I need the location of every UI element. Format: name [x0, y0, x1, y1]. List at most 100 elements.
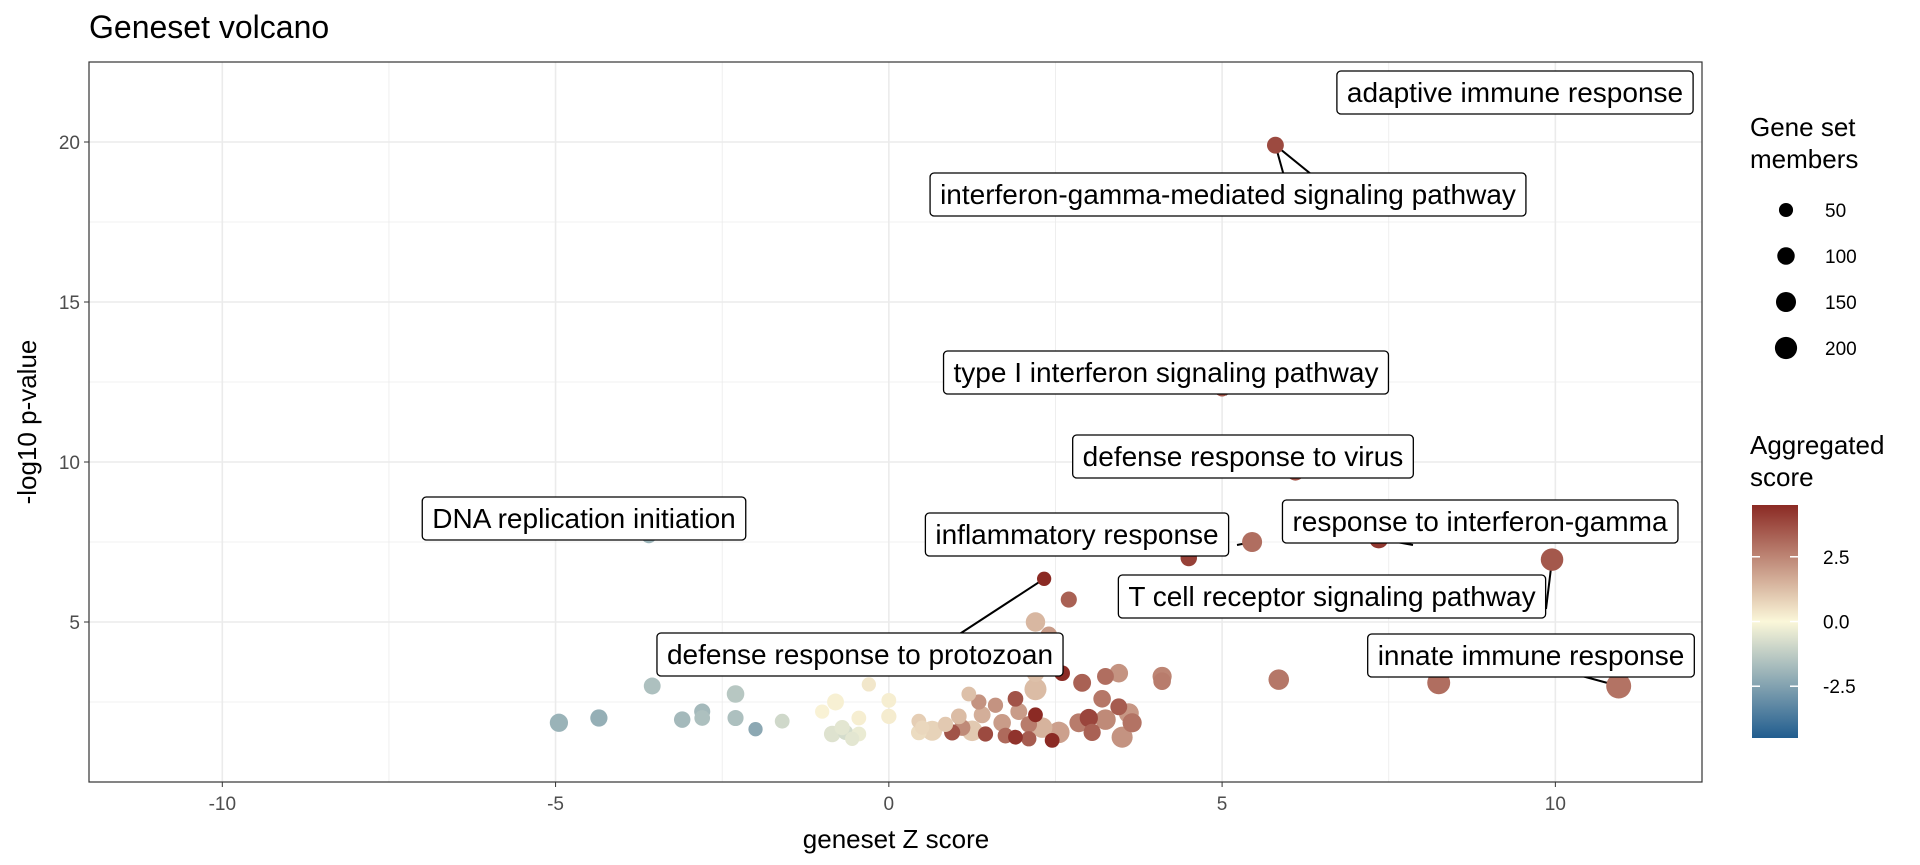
x-axis-title: geneset Z score [803, 824, 989, 854]
data-point [1031, 717, 1053, 738]
point-label-box [1281, 499, 1679, 544]
point-label-text: inflammatory response [935, 519, 1218, 550]
size-legend-title: Gene set [1750, 112, 1856, 142]
point-label-box [924, 512, 1230, 557]
data-point [673, 711, 691, 728]
point-label-box [656, 632, 1064, 677]
data-point [1153, 672, 1171, 690]
color-legend-title: Aggregated [1750, 430, 1884, 460]
x-tick-label: 10 [1545, 794, 1566, 815]
data-point [1007, 690, 1024, 707]
data-point [1122, 713, 1142, 733]
data-point [1268, 669, 1290, 690]
data-point [694, 710, 711, 726]
data-point [881, 708, 897, 725]
size-legend-label: 150 [1825, 293, 1857, 314]
panel-border [88, 61, 1703, 783]
point-label-text: adaptive immune response [1347, 77, 1683, 108]
data-point [1111, 726, 1133, 748]
chart-title: Geneset volcano [89, 9, 329, 45]
data-point [1025, 612, 1046, 632]
point-label-text: type I interferon signaling pathway [954, 357, 1379, 388]
point-label: adaptive immune response [1336, 70, 1694, 115]
point-label-box [1367, 633, 1695, 678]
data-point [1093, 690, 1111, 708]
data-point [1606, 673, 1632, 699]
point-label-text: defense response to virus [1083, 441, 1404, 472]
data-point [881, 693, 897, 708]
data-point [834, 719, 850, 736]
data-point [961, 686, 977, 702]
data-point [977, 726, 994, 742]
size-legend-title: members [1750, 144, 1858, 174]
data-point [861, 677, 876, 692]
x-tick-label: -10 [209, 794, 236, 815]
x-axis-ticks: -10 -5 0 5 10 [209, 782, 1566, 815]
point-label-box [942, 350, 1390, 395]
data-point [1073, 673, 1092, 692]
data-point [1024, 678, 1047, 701]
y-axis-ticks: 5 10 15 20 [59, 133, 89, 634]
point-label-box [421, 496, 747, 541]
size-legend-key [1778, 202, 1794, 218]
point-label-box [1117, 574, 1547, 619]
data-point [590, 709, 608, 727]
size-legend-label: 100 [1825, 247, 1857, 268]
data-point [1008, 729, 1023, 745]
data-point [1540, 548, 1564, 571]
data-point [1083, 723, 1101, 742]
point-label-text: T cell receptor signaling pathway [1128, 581, 1535, 612]
point-label-box [929, 172, 1527, 217]
data-point [1242, 531, 1263, 553]
y-tick-label: 15 [59, 293, 80, 314]
color-legend-label: 0.0 [1823, 613, 1849, 634]
data-point [549, 713, 569, 732]
point-label: interferon-gamma-mediated signaling path… [929, 172, 1527, 217]
point-label-text: innate immune response [1378, 640, 1685, 671]
data-point [937, 716, 954, 733]
color-legend-title: score [1750, 462, 1814, 492]
data-point [1036, 571, 1052, 586]
data-point [987, 697, 1004, 713]
point-label-box [1336, 70, 1694, 115]
point-label: inflammatory response [924, 512, 1230, 557]
label-connector [957, 577, 1045, 636]
data-point [1097, 667, 1114, 685]
point-labels: adaptive immune response interferon-gamma… [421, 70, 1695, 678]
data-point [1021, 731, 1037, 747]
size-legend-label: 200 [1825, 339, 1857, 360]
size-legend-key [1774, 336, 1798, 360]
point-label-text: interferon-gamma-mediated signaling path… [940, 179, 1516, 210]
color-legend-label: 2.5 [1823, 548, 1849, 569]
data-point [727, 709, 744, 727]
data-point [950, 708, 967, 725]
x-tick-label: -5 [547, 794, 564, 815]
point-label: type I interferon signaling pathway [942, 350, 1390, 395]
data-point [774, 713, 790, 729]
data-point [748, 722, 763, 737]
data-point [845, 731, 860, 746]
y-tick-label: 20 [59, 133, 80, 154]
point-label: DNA replication initiation [421, 496, 747, 541]
data-point [1109, 663, 1129, 683]
y-tick-label: 10 [59, 453, 80, 474]
point-label: defense response to protozoan [656, 632, 1064, 677]
point-label: defense response to virus [1072, 434, 1414, 479]
point-label-text: response to interferon-gamma [1292, 506, 1668, 537]
data-point [1266, 136, 1284, 154]
data-point [726, 685, 745, 703]
y-tick-label: 5 [69, 613, 80, 634]
data-point [1095, 709, 1116, 730]
y-axis-title: -log10 p-value [12, 340, 42, 505]
point-label: response to interferon-gamma [1281, 499, 1679, 544]
size-legend-key [1777, 247, 1795, 265]
size-legend-label: 50 [1825, 201, 1846, 222]
point-label: innate immune response [1367, 633, 1695, 678]
x-tick-label: 0 [884, 794, 895, 815]
data-point [993, 714, 1011, 732]
data-point [915, 720, 930, 735]
size-legend-key [1775, 291, 1797, 313]
